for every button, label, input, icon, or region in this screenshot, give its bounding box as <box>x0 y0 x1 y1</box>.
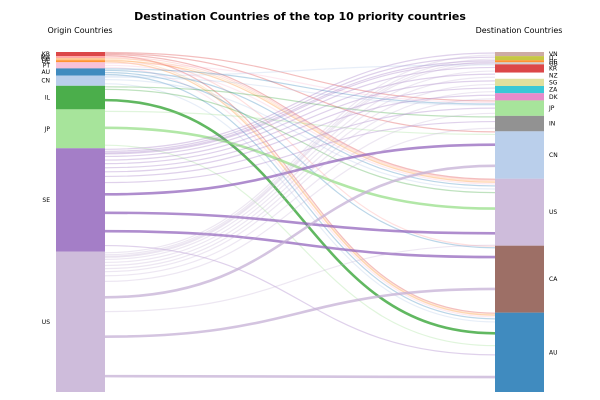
origin-node-kr <box>56 52 105 56</box>
destination-node-us <box>495 179 544 246</box>
destination-label-in: IN <box>549 121 555 128</box>
destination-node-ca <box>495 246 544 313</box>
flow-us-to-jp <box>105 113 495 275</box>
origin-node-pt <box>56 62 105 68</box>
origin-node-au <box>56 68 105 75</box>
origin-nodes: KRMXCHDEPTAUCNILJPSEUS <box>41 51 105 392</box>
destination-node-jp <box>495 100 544 115</box>
flow-se-to-za <box>105 88 495 168</box>
destination-node-cn <box>495 131 544 178</box>
origin-node-il <box>56 86 105 110</box>
flow-il-to-au <box>105 100 495 333</box>
destination-axis-label: Destination Countries <box>476 26 563 35</box>
destination-node-za <box>495 86 544 93</box>
destination-node-kr <box>495 64 544 72</box>
origin-label-au: AU <box>42 69 51 76</box>
destination-node-au <box>495 313 544 392</box>
destination-nodes: VNITDEGBKRNZSGZADKJPINCNUSCAAU <box>495 51 559 392</box>
origin-node-us <box>56 252 105 392</box>
destination-label-au: AU <box>549 349 558 356</box>
destination-label-kr: KR <box>549 65 557 72</box>
destination-label-sg: SG <box>549 79 558 86</box>
destination-label-za: ZA <box>549 87 558 94</box>
flow-kr-to-au <box>105 56 495 314</box>
flow-us-to-ca <box>105 289 495 337</box>
origin-node-mx <box>56 56 105 58</box>
destination-node-it <box>495 56 544 60</box>
destination-label-dk: DK <box>549 94 559 101</box>
origin-node-de <box>56 60 105 62</box>
origin-label-cn: CN <box>41 78 50 85</box>
destination-node-sg <box>495 79 544 86</box>
destination-node-dk <box>495 93 544 100</box>
origin-node-ch <box>56 58 105 60</box>
destination-label-us: US <box>549 209 557 216</box>
destination-label-cn: CN <box>549 152 558 159</box>
destination-node-gb <box>495 62 544 64</box>
origin-node-se <box>56 148 105 251</box>
chart-title: Destination Countries of the top 10 prio… <box>134 10 466 23</box>
flow-cn-to-us <box>105 80 495 189</box>
destination-node-nz <box>495 73 544 79</box>
origin-label-se: SE <box>42 197 50 204</box>
origin-label-us: US <box>42 319 50 326</box>
flow-links <box>105 53 495 378</box>
flow-au-to-au <box>105 75 495 319</box>
destination-label-ca: CA <box>549 276 558 283</box>
destination-node-in <box>495 116 544 131</box>
flow-us-to-au <box>105 376 495 377</box>
destination-node-de <box>495 60 544 62</box>
origin-node-jp <box>56 109 105 148</box>
origin-label-jp: JP <box>44 126 51 133</box>
origin-node-cn <box>56 76 105 86</box>
origin-axis-label: Origin Countries <box>47 26 112 35</box>
origin-label-il: IL <box>45 95 51 102</box>
destination-label-jp: JP <box>548 105 555 112</box>
destination-node-vn <box>495 52 544 56</box>
